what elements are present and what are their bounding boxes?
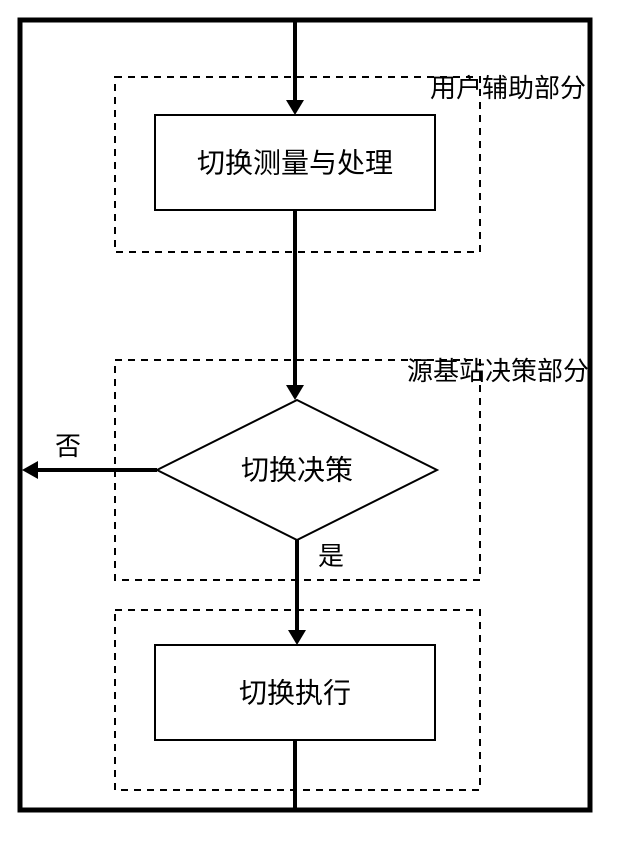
- arrowhead-to-box1: [286, 100, 304, 115]
- decision-label: 切换决策: [241, 454, 353, 486]
- flowchart-container: 用户辅助部分 切换测量与处理 源基站决策部分 切换决策 否 是 切换执行: [0, 0, 628, 852]
- yes-label: 是: [318, 542, 344, 571]
- arrowhead-yes: [288, 630, 306, 645]
- group-user-assist-label: 用户辅助部分: [430, 74, 586, 103]
- box-measure-process-label: 切换测量与处理: [197, 147, 393, 179]
- arrowhead-to-decision: [286, 385, 304, 400]
- group-source-decision-label: 源基站决策部分: [407, 357, 589, 386]
- box-execute-label: 切换执行: [239, 677, 351, 709]
- flowchart-svg: 用户辅助部分 切换测量与处理 源基站决策部分 切换决策 否 是 切换执行: [0, 0, 628, 852]
- no-label: 否: [55, 432, 81, 461]
- arrowhead-no: [22, 461, 38, 479]
